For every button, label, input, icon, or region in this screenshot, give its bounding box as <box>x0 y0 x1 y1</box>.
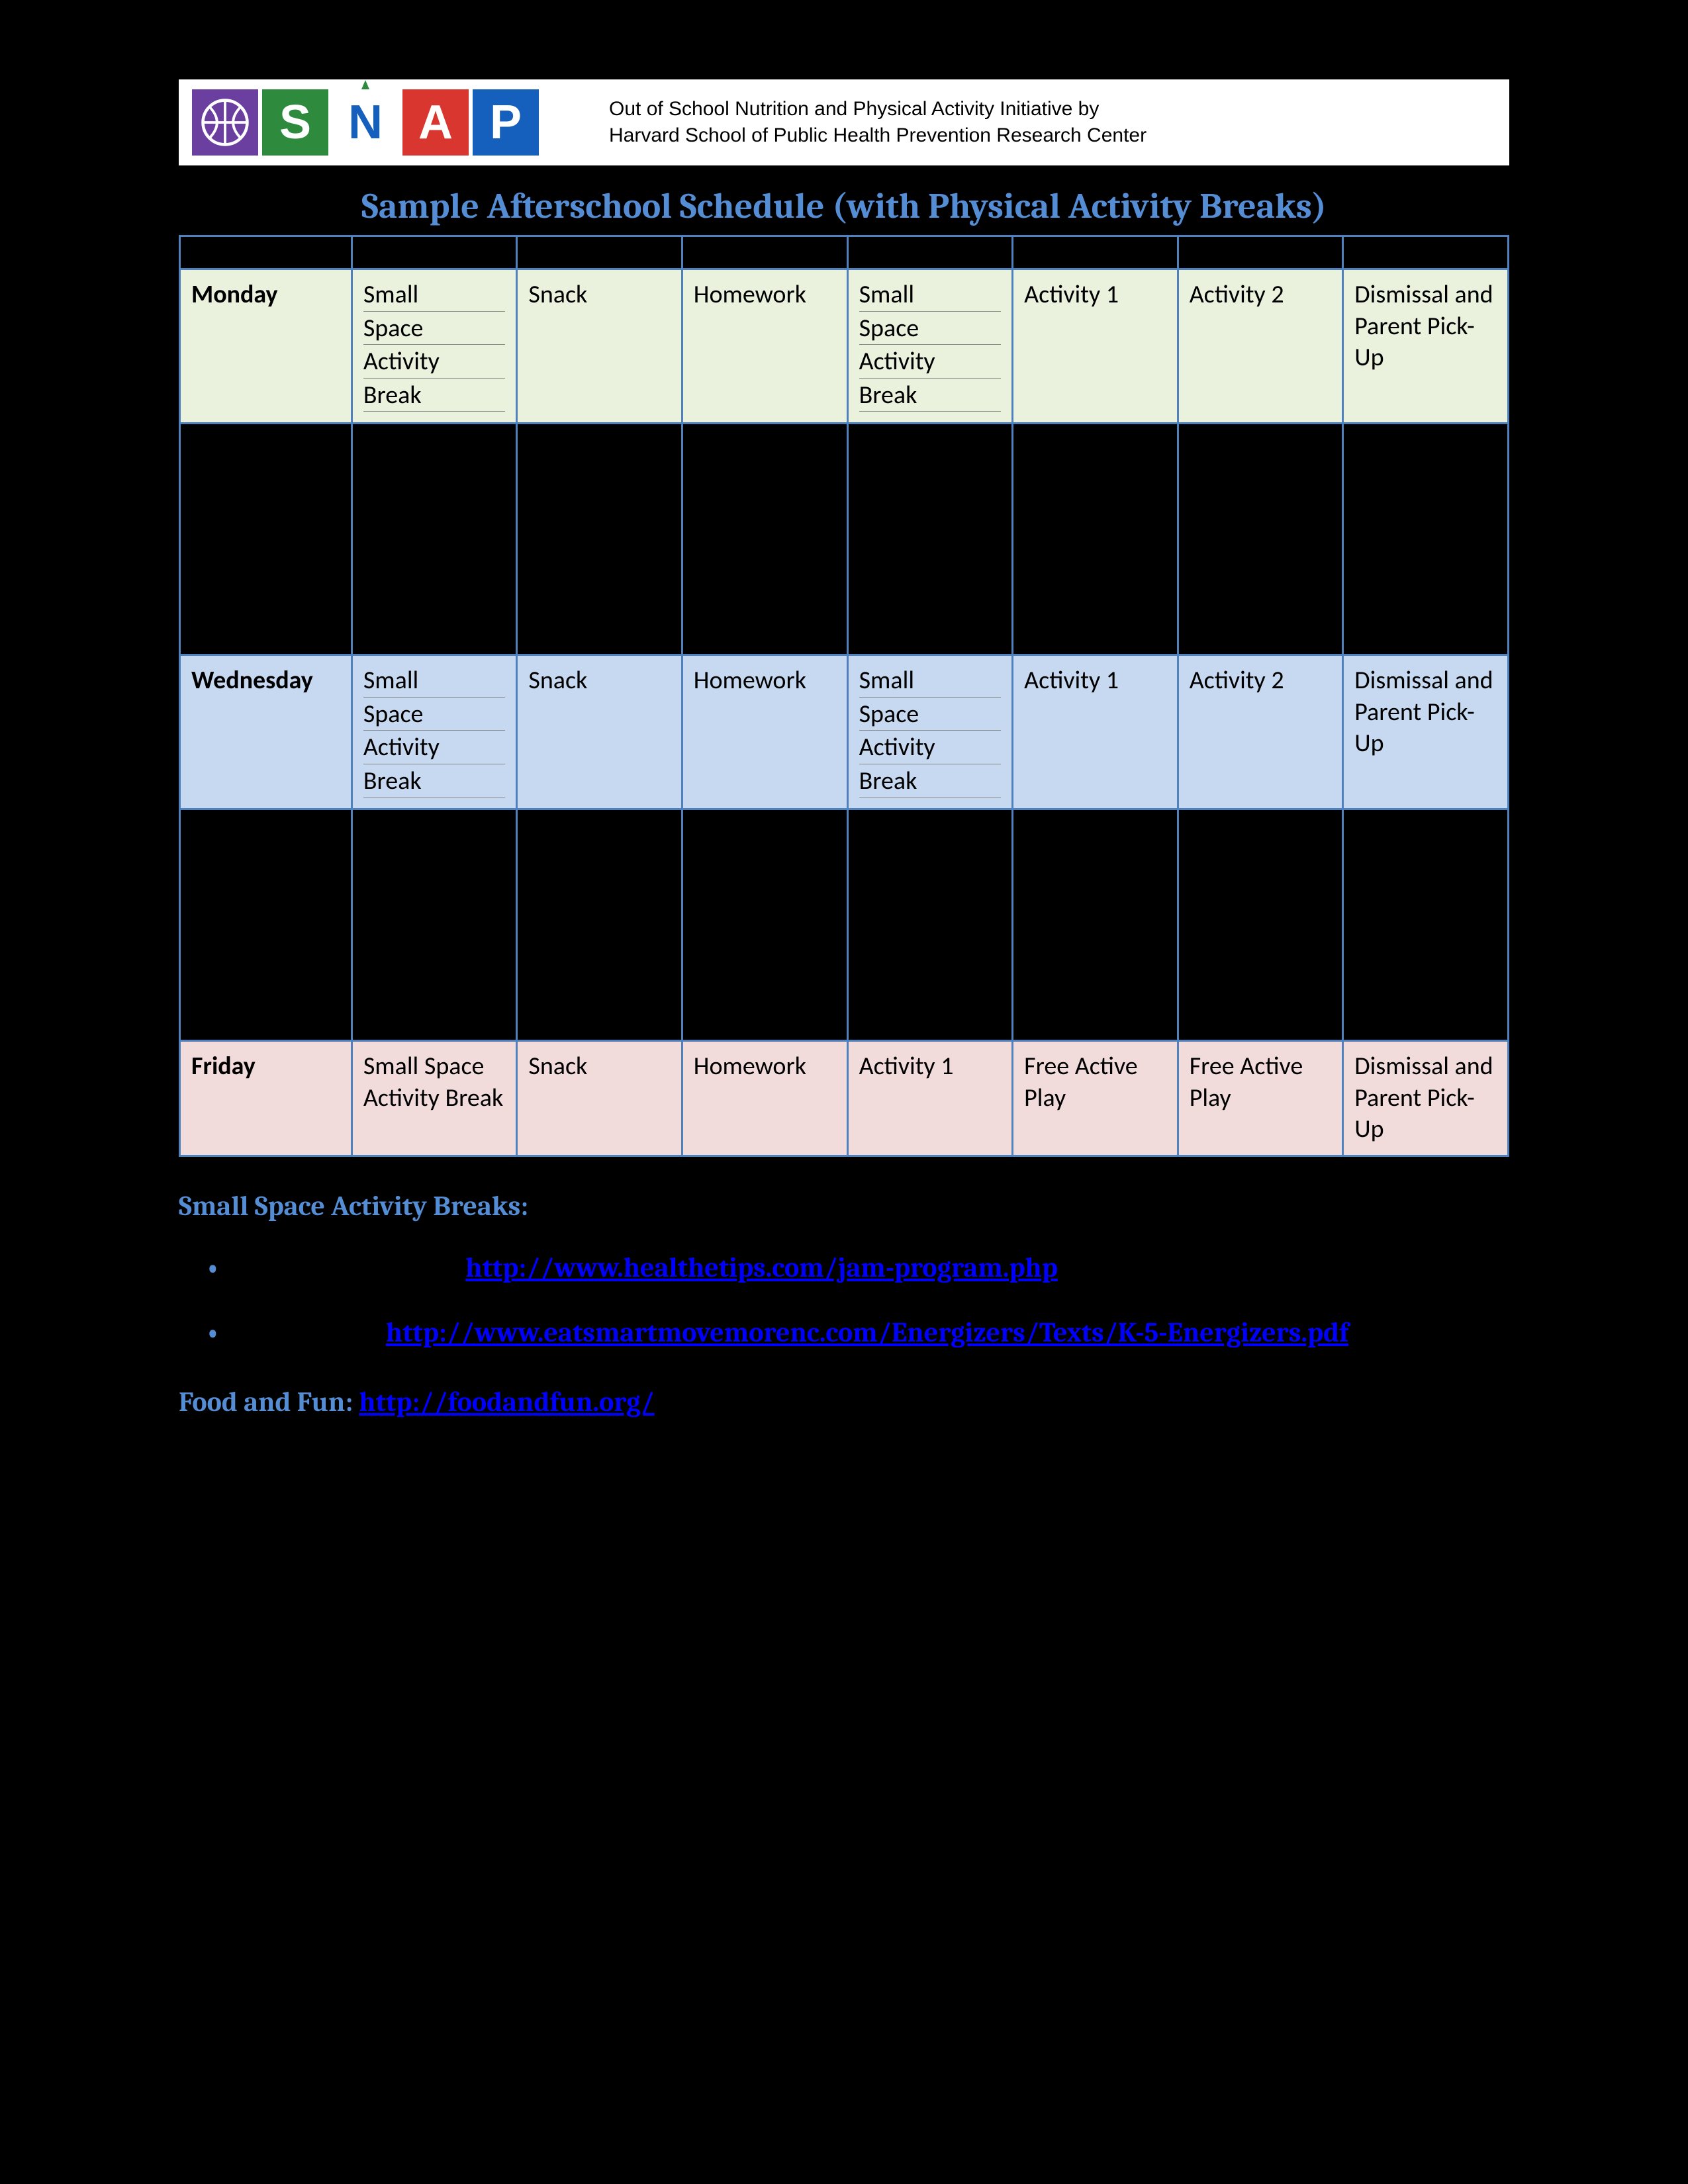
schedule-cell: Activity 2 <box>1178 655 1343 809</box>
header-text: Out of School Nutrition and Physical Act… <box>589 79 1509 165</box>
schedule-cell: SmallSpaceActivityBreak <box>847 655 1013 809</box>
notes-item-jammin: Jammin' Minutes: http://www.healthetips.… <box>238 1249 1509 1288</box>
header-cell <box>847 236 1013 269</box>
notes-item-energizers: Energizers: http://www.eatsmartmovemoren… <box>238 1314 1509 1353</box>
day-cell: Wednesday <box>180 655 352 809</box>
schedule-cell <box>1343 424 1509 655</box>
schedule-cell: Activity 1 <box>1013 269 1178 424</box>
schedule-cell: Dismissal and Parent Pick-Up <box>1343 269 1509 424</box>
day-cell <box>180 424 352 655</box>
notes-section: Small Space Activity Breaks: Jammin' Min… <box>179 1190 1509 1419</box>
logo-letter-p: P <box>473 89 539 156</box>
basketball-icon <box>200 97 250 148</box>
logo-letter-a: A <box>402 89 469 156</box>
header-cell <box>517 236 682 269</box>
table-header-row <box>180 236 1509 269</box>
notes-label: Energizers: <box>238 1316 386 1349</box>
schedule-cell <box>847 809 1013 1041</box>
schedule-cell <box>517 424 682 655</box>
schedule-cell: SmallSpaceActivityBreak <box>352 269 517 424</box>
schedule-cell: Activity 1 <box>847 1041 1013 1156</box>
schedule-cell <box>352 809 517 1041</box>
schedule-cell: Snack <box>517 1041 682 1156</box>
schedule-cell: SmallSpaceActivityBreak <box>847 269 1013 424</box>
carrot-icon <box>361 80 369 89</box>
logo-n-text: N <box>348 95 383 150</box>
table-row: FridaySmall Space Activity BreakSnackHom… <box>180 1041 1509 1156</box>
schedule-cell: Snack <box>517 655 682 809</box>
day-cell: Friday <box>180 1041 352 1156</box>
document-page: S N A P Out of School Nutrition and Phys… <box>179 79 1509 1418</box>
schedule-cell <box>1178 809 1343 1041</box>
day-cell <box>180 809 352 1041</box>
schedule-cell: Activity 2 <box>1178 269 1343 424</box>
schedule-cell: Free Active Play <box>1013 1041 1178 1156</box>
schedule-cell: Free Active Play <box>1178 1041 1343 1156</box>
schedule-cell: Homework <box>682 655 847 809</box>
table-row: MondaySmallSpaceActivityBreakSnackHomewo… <box>180 269 1509 424</box>
schedule-cell: Dismissal and Parent Pick-Up <box>1343 655 1509 809</box>
schedule-cell: Activity 1 <box>1013 655 1178 809</box>
jammin-link[interactable]: http://www.healthetips.com/jam-program.p… <box>465 1251 1058 1284</box>
logo-letter-o <box>192 89 258 156</box>
header-cell <box>682 236 847 269</box>
energizers-link[interactable]: http://www.eatsmartmovemorenc.com/Energi… <box>386 1316 1348 1349</box>
header-cell <box>1343 236 1509 269</box>
osnap-logo: S N A P <box>179 79 589 165</box>
schedule-cell <box>847 424 1013 655</box>
schedule-cell: Homework <box>682 1041 847 1156</box>
schedule-cell: Dismissal and Parent Pick-Up <box>1343 1041 1509 1156</box>
header-line-2: Harvard School of Public Health Preventi… <box>609 122 1509 150</box>
day-cell: Monday <box>180 269 352 424</box>
food-fun-link[interactable]: http://foodandfun.org/ <box>359 1386 654 1418</box>
header-line-1: Out of School Nutrition and Physical Act… <box>609 96 1509 123</box>
header-cell <box>1013 236 1178 269</box>
schedule-cell <box>517 809 682 1041</box>
header-cell <box>352 236 517 269</box>
food-fun-line: Food and Fun: http://foodandfun.org/ <box>179 1386 1509 1418</box>
schedule-cell <box>682 809 847 1041</box>
schedule-cell: SmallSpaceActivityBreak <box>352 655 517 809</box>
schedule-cell <box>1343 809 1509 1041</box>
page-title: Sample Afterschool Schedule (with Physic… <box>179 185 1509 227</box>
header-bar: S N A P Out of School Nutrition and Phys… <box>179 79 1509 165</box>
schedule-cell: Small Space Activity Break <box>352 1041 517 1156</box>
schedule-cell <box>352 424 517 655</box>
schedule-cell: Snack <box>517 269 682 424</box>
logo-letter-n: N <box>332 89 399 156</box>
notes-label: Jammin' Minutes: <box>238 1251 465 1284</box>
notes-list: Jammin' Minutes: http://www.healthetips.… <box>179 1249 1509 1353</box>
schedule-cell: Homework <box>682 269 847 424</box>
table-row: WednesdaySmallSpaceActivityBreakSnackHom… <box>180 655 1509 809</box>
logo-letter-s: S <box>262 89 328 156</box>
header-cell <box>180 236 352 269</box>
header-cell <box>1178 236 1343 269</box>
schedule-cell <box>1013 809 1178 1041</box>
table-row <box>180 809 1509 1041</box>
food-fun-label: Food and Fun: <box>179 1386 359 1418</box>
table-row <box>180 424 1509 655</box>
schedule-table: MondaySmallSpaceActivityBreakSnackHomewo… <box>179 235 1509 1157</box>
schedule-cell <box>1013 424 1178 655</box>
notes-heading: Small Space Activity Breaks: <box>179 1190 1509 1222</box>
schedule-cell <box>1178 424 1343 655</box>
schedule-cell <box>682 424 847 655</box>
